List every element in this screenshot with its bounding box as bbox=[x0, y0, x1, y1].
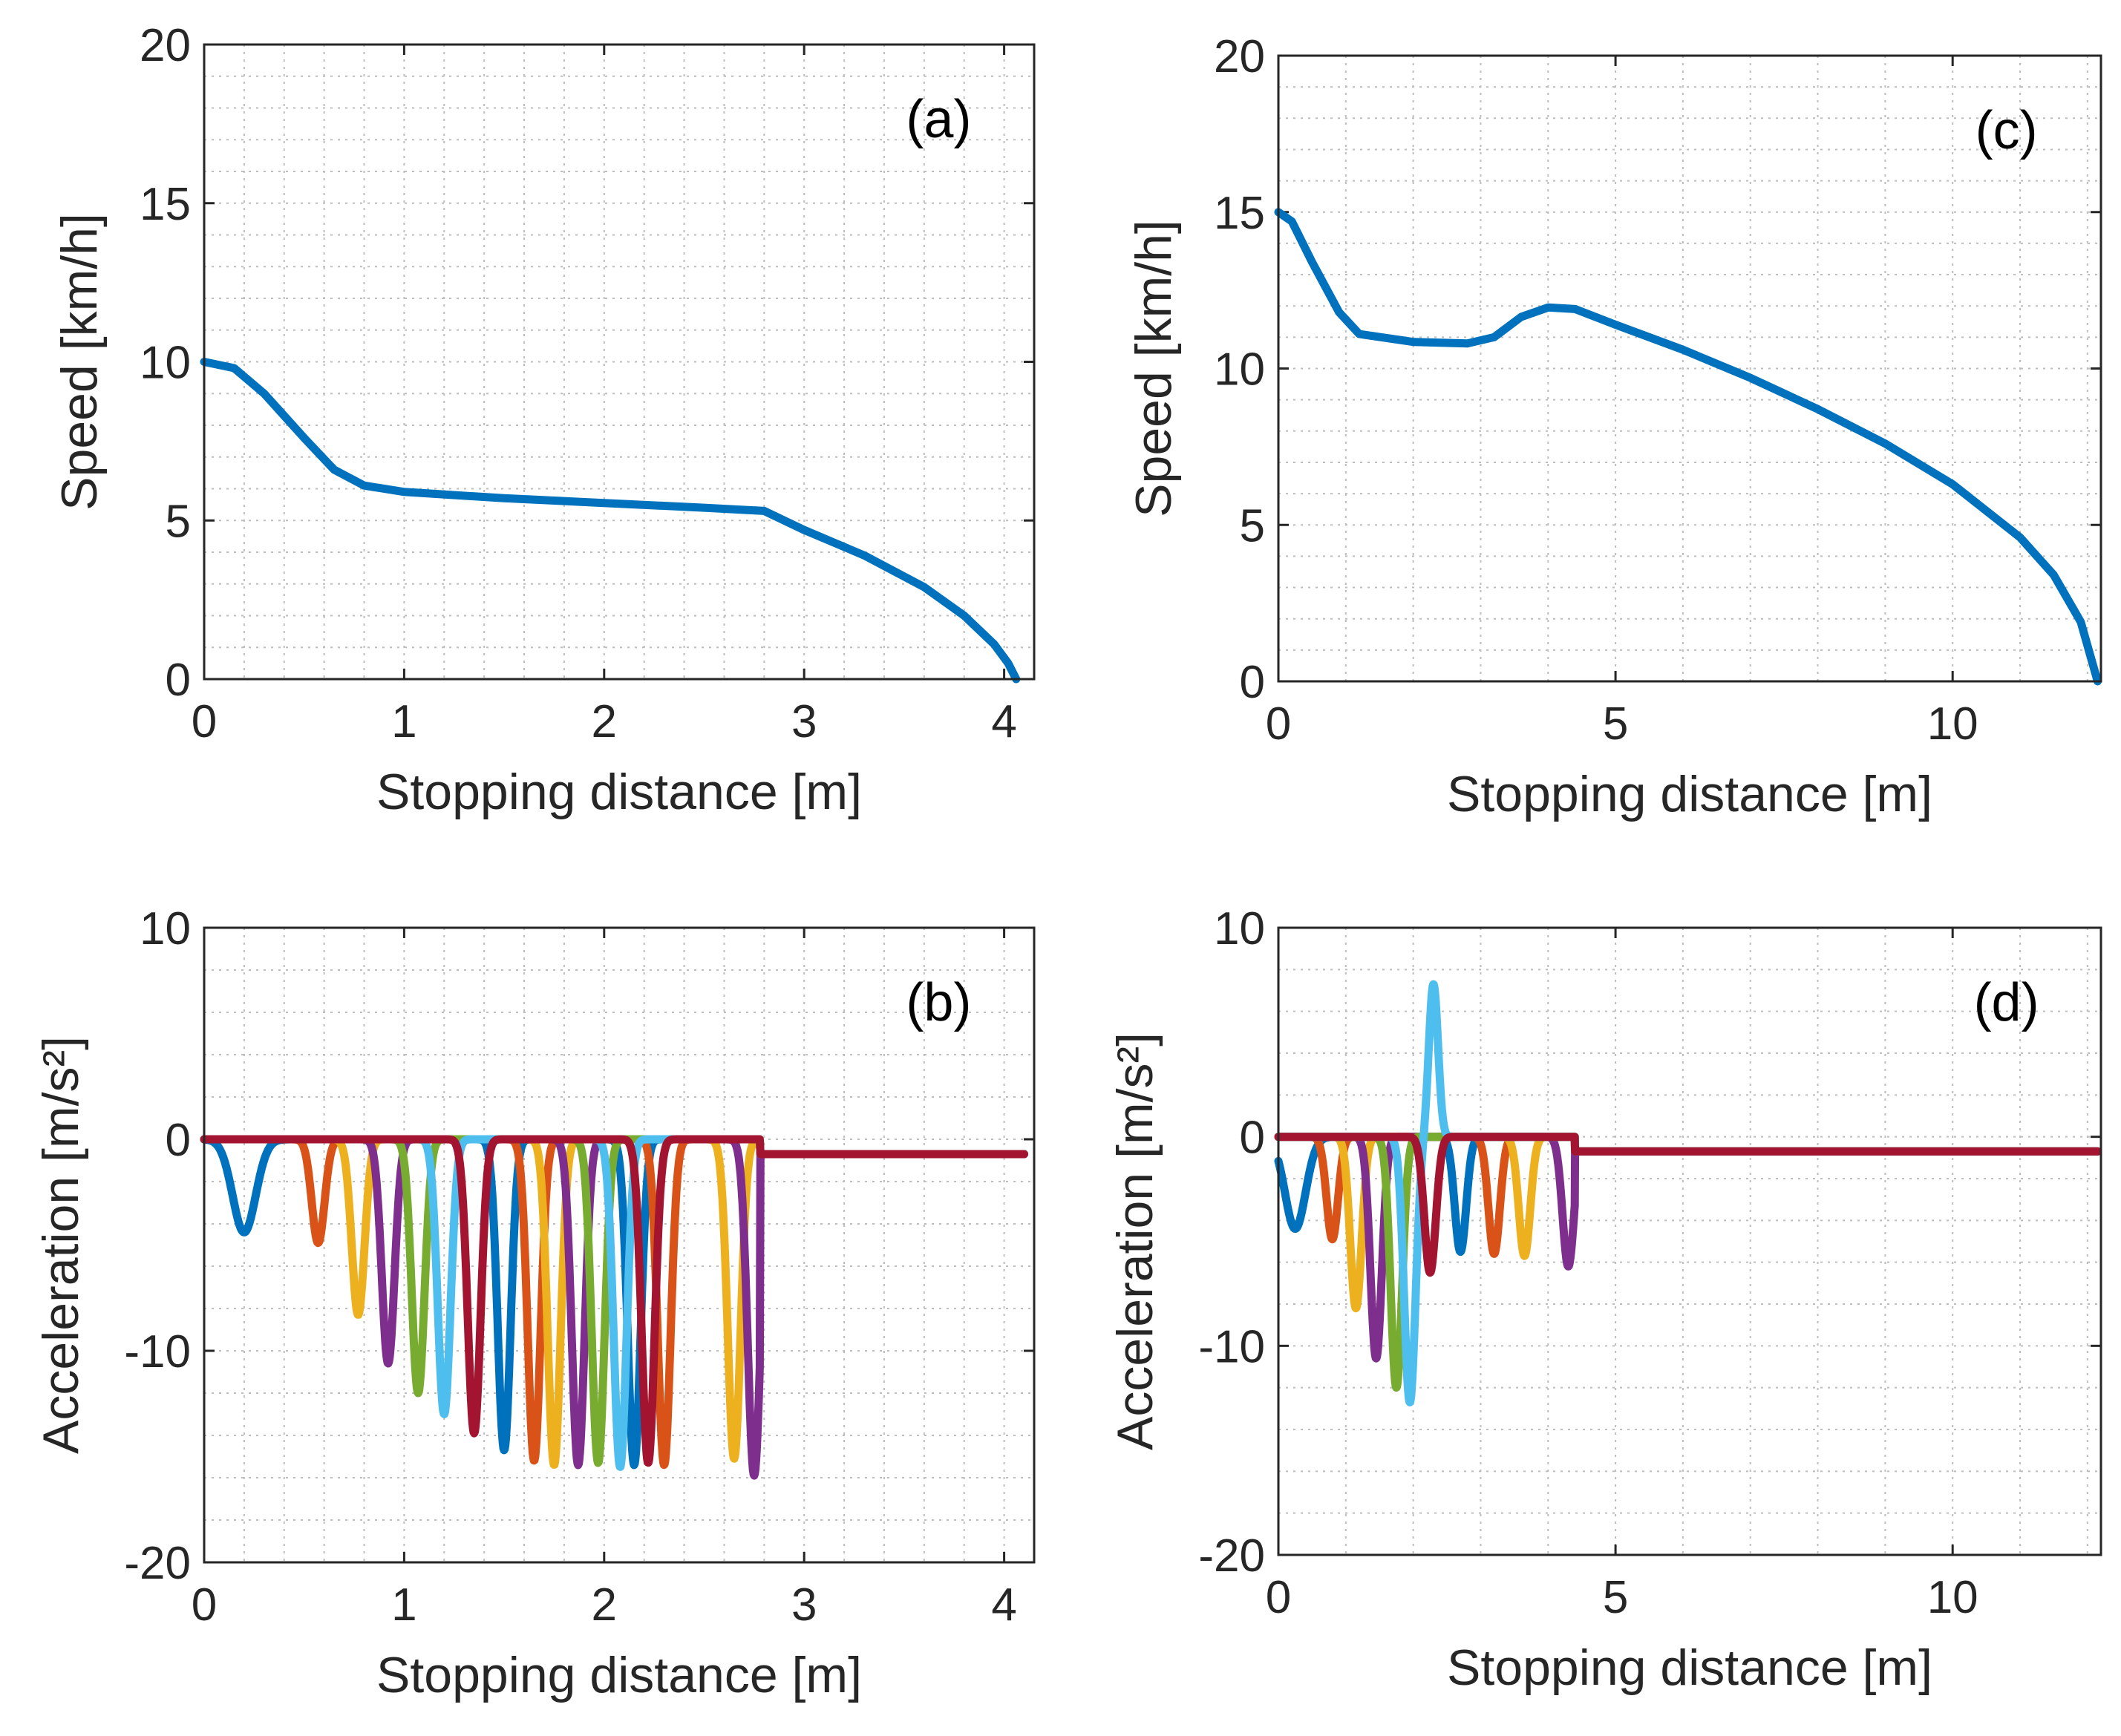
speed-series-line bbox=[1274, 208, 2102, 686]
y-tick-label: 20 bbox=[1214, 31, 1265, 82]
panel-b: 0 1 2 3 4 -20 -10 0 10 Stopping distance [m] Accel… bbox=[33, 903, 1036, 1703]
y-tick-label: 10 bbox=[140, 903, 191, 954]
panel-label: (c) bbox=[1975, 101, 2038, 160]
x-tick-label: 3 bbox=[791, 696, 817, 747]
panel-d: 0 5 10 -20 -10 0 10 Stopping distance [m] Accele… bbox=[1107, 903, 2102, 1696]
speed-series-line bbox=[200, 358, 1021, 684]
y-tick-label: 0 bbox=[166, 1115, 191, 1166]
panel-label: (a) bbox=[906, 90, 971, 149]
y-tick-label: 0 bbox=[1240, 657, 1265, 708]
x-tick-label: 1 bbox=[391, 696, 416, 747]
x-tick-label: 4 bbox=[991, 1579, 1016, 1631]
y-tick-label: 10 bbox=[1214, 903, 1265, 954]
acceleration-series-line bbox=[200, 1135, 1028, 1467]
x-tick-label: 4 bbox=[991, 696, 1016, 747]
x-axis-label: Stopping distance [m] bbox=[1447, 766, 1932, 822]
y-axis-label: Speed [km/h] bbox=[1125, 220, 1182, 517]
x-tick-label: 0 bbox=[1266, 698, 1291, 750]
x-tick-label: 10 bbox=[1927, 1572, 1978, 1623]
plot-area bbox=[1278, 56, 2101, 681]
x-axis-label: Stopping distance [m] bbox=[376, 1647, 862, 1703]
y-tick-label: -10 bbox=[124, 1326, 191, 1378]
series-group bbox=[200, 358, 1021, 684]
acceleration-series-line bbox=[1274, 1133, 2102, 1277]
y-tick-label: 5 bbox=[166, 496, 191, 547]
series-group bbox=[1274, 208, 2102, 686]
axes-box bbox=[1277, 54, 2102, 683]
x-axis-label: Stopping distance [m] bbox=[1447, 1640, 1932, 1696]
y-tick-label: 20 bbox=[140, 20, 191, 71]
y-axis-label: Acceleration [m/s²] bbox=[33, 1036, 89, 1454]
x-tick-label: 3 bbox=[791, 1579, 817, 1631]
y-tick-label: 15 bbox=[1214, 188, 1265, 239]
axes-box bbox=[203, 926, 1036, 1564]
series-group bbox=[1274, 980, 2102, 1406]
y-axis-label: Speed [km/h] bbox=[51, 213, 108, 511]
x-tick-label: 1 bbox=[391, 1579, 416, 1631]
x-tick-label: 0 bbox=[192, 1579, 217, 1631]
x-axis-label: Stopping distance [m] bbox=[376, 764, 862, 820]
x-tick-label: 0 bbox=[192, 696, 217, 747]
y-tick-label: 0 bbox=[1240, 1113, 1265, 1164]
panel-c: 0 5 10 0 5 10 15 20 Stopping distance [m] Speed [… bbox=[1125, 31, 2102, 822]
y-tick-label: 5 bbox=[1240, 500, 1265, 551]
y-tick-label: 15 bbox=[140, 179, 191, 230]
x-tick-label: 2 bbox=[592, 696, 617, 747]
y-tick-label: -20 bbox=[124, 1538, 191, 1589]
x-tick-label: 5 bbox=[1603, 698, 1628, 750]
x-tick-label: 2 bbox=[592, 1579, 617, 1631]
y-tick-label: 10 bbox=[140, 338, 191, 389]
y-tick-label: 10 bbox=[1214, 344, 1265, 396]
y-tick-label: -20 bbox=[1198, 1530, 1265, 1582]
x-tick-label: 10 bbox=[1927, 698, 1978, 750]
series-group bbox=[200, 1135, 1028, 1480]
axes-box bbox=[203, 43, 1036, 681]
panel-a: 0 1 2 3 4 0 5 10 15 20 Stopping distance [m] Speed … bbox=[51, 20, 1036, 820]
x-tick-label: 5 bbox=[1603, 1572, 1628, 1623]
axes-box bbox=[1277, 926, 2102, 1556]
panel-label: (b) bbox=[906, 973, 971, 1032]
y-axis-label: Acceleration [m/s²] bbox=[1107, 1032, 1163, 1450]
y-tick-label: 0 bbox=[166, 655, 191, 706]
panel-label: (d) bbox=[1974, 973, 2039, 1032]
x-tick-label: 0 bbox=[1266, 1572, 1291, 1623]
y-tick-label: -10 bbox=[1198, 1321, 1265, 1372]
